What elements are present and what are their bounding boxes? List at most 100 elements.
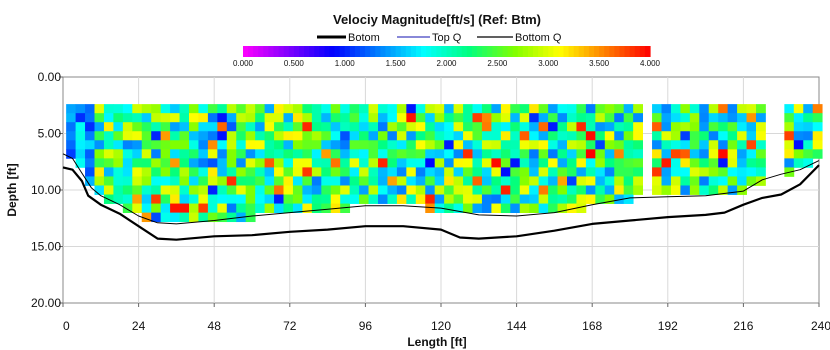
colorbar-segment [563,46,570,57]
heat-cell [425,140,436,150]
heat-cell [803,158,814,168]
heat-cell [670,167,681,177]
heat-cell [179,149,190,159]
heat-cell [519,203,530,213]
heat-cell [661,122,672,132]
heat-cell [680,131,691,141]
heat-cell [160,113,171,123]
heat-cell [207,104,218,114]
heat-cell [699,104,710,114]
heat-cell [633,113,643,123]
heat-cell [756,113,766,123]
heat-cell [122,194,133,204]
heat-cell [670,122,681,132]
colorbar-segment [594,46,600,57]
heat-cell [548,140,558,150]
heat-cell [179,104,190,114]
heat-cell [103,176,114,186]
heat-cell [396,167,407,177]
heat-cell [396,158,407,168]
heat-cell [718,131,729,141]
heat-cell [189,131,199,141]
heat-cell [415,167,426,177]
heat-cell [302,158,313,168]
heat-cell [585,131,596,141]
heat-cell [633,185,643,195]
heat-cell [170,203,180,213]
heat-cell [472,176,483,186]
heat-cell [151,167,162,177]
heat-cell [680,122,691,132]
heat-cell [359,122,369,132]
heat-cell [217,113,228,123]
heat-cell [359,113,369,123]
heat-cell [425,167,436,177]
heat-cell [557,167,568,177]
heat-cell [340,113,351,123]
heat-cell [236,203,247,213]
heat-cell [340,176,351,186]
heat-cell [453,167,464,177]
heat-cell [198,122,209,132]
heat-cell [746,131,757,141]
heat-cell [585,194,596,204]
heat-cell [585,149,596,159]
colorbar-segment [339,46,346,57]
heat-cell [548,149,558,159]
heat-cell [604,149,615,159]
heat-cell [132,194,143,204]
heat-cell [245,113,256,123]
heat-cell [245,203,256,213]
heat-cell [113,140,124,150]
heat-cell [614,149,625,159]
heat-cell [160,194,171,204]
heat-cell [75,158,86,168]
heat-cell [340,194,351,204]
heat-cell [529,140,540,150]
heat-cell [623,122,634,132]
heat-cell [444,185,454,195]
heat-cell [255,194,265,204]
heat-cell [160,140,171,150]
heat-cell [396,113,407,123]
heat-cell [94,131,105,141]
heat-cell [425,149,436,159]
heat-cell [472,167,483,177]
heat-cell [66,113,76,123]
heat-cell [585,113,596,123]
heat-cell [283,104,294,114]
heat-cell [500,194,511,204]
heat-cell [274,104,284,114]
heat-cell [103,104,114,114]
colorbar-segment [426,46,432,57]
heat-cell [207,194,218,204]
heat-cell [718,104,729,114]
heat-cell [680,149,691,159]
heat-cell [689,131,700,141]
heat-cell [387,131,398,141]
heat-cell [538,167,549,177]
heat-cell [689,167,700,177]
heat-cell [500,176,511,186]
legend-label-botom: Botom [348,32,380,44]
colorbar-segment [288,46,295,57]
colorbar-segment [599,46,605,57]
heat-cell [633,149,643,159]
x-tick-label: 240 [811,319,830,333]
profile-lines [62,153,820,241]
colorbar-tick-label: 2.500 [487,59,508,68]
heat-cell [274,158,284,168]
heat-cell [236,122,247,132]
heat-cell [387,104,398,114]
heat-cell [425,176,436,186]
heat-cell [718,140,729,150]
heat-cell [378,113,388,123]
x-tick-label: 96 [359,319,373,333]
heat-cell [274,167,284,177]
heat-cell [330,104,341,114]
heat-cell [264,104,275,114]
colorbar: 0.000 0.500 1.000 1.500 2.000 2.500 3.000 3.500… [233,46,661,68]
heat-cell [548,167,558,177]
heat-cell [264,158,275,168]
colorbar-segment [583,46,590,57]
